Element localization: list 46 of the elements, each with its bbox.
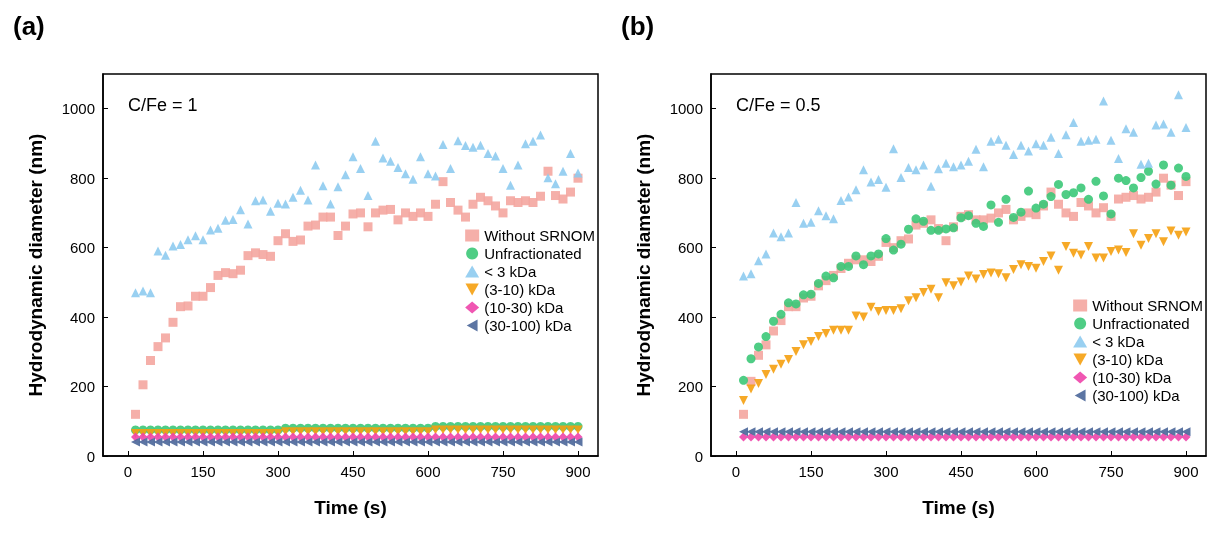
legend-label: < 3 kDa bbox=[484, 263, 537, 280]
x-tick-label: 0 bbox=[123, 463, 133, 480]
x-tick-label: 600 bbox=[1023, 463, 1049, 480]
y-tick-label: 400 bbox=[677, 308, 703, 326]
legend-label: (30-100) kDa bbox=[484, 317, 573, 334]
x-tick-label: 300 bbox=[873, 463, 899, 480]
y-axis-title: Hydrodynamic diameter (nm) bbox=[633, 133, 654, 397]
legend-label: (3-10) kDa bbox=[1092, 351, 1164, 368]
chart-title: (a) bbox=[13, 11, 45, 41]
x-tick-label: 0 bbox=[731, 463, 741, 480]
y-tick-label: 200 bbox=[69, 378, 95, 396]
x-tick-label: 750 bbox=[490, 463, 516, 480]
annotation: C/Fe = 1 bbox=[128, 95, 198, 115]
legend-label: < 3 kDa bbox=[1092, 333, 1145, 350]
chart-title: (b) bbox=[621, 11, 655, 41]
y-tick-label: 400 bbox=[69, 308, 95, 326]
legend-label: (10-30) kDa bbox=[484, 299, 564, 316]
x-tick-label: 600 bbox=[415, 463, 441, 480]
y-axis-title: Hydrodynamic diameter (nm) bbox=[25, 133, 46, 397]
x-axis-title: Time (s) bbox=[922, 497, 995, 518]
legend-label: (3-10) kDa bbox=[484, 281, 556, 298]
y-tick-label: 800 bbox=[677, 169, 703, 187]
legend-label: Without SRNOM bbox=[1092, 297, 1204, 314]
x-tick-label: 750 bbox=[1098, 463, 1124, 480]
legend-label: (30-100) kDa bbox=[1092, 387, 1181, 404]
legend-label: Without SRNOM bbox=[484, 227, 596, 244]
y-tick-label: 0 bbox=[694, 447, 703, 465]
legend-label: Unfractionated bbox=[1092, 315, 1190, 332]
x-tick-label: 450 bbox=[340, 463, 366, 480]
x-tick-label: 450 bbox=[948, 463, 974, 480]
annotation: C/Fe = 0.5 bbox=[736, 95, 821, 115]
y-tick-label: 600 bbox=[677, 239, 703, 257]
legend-label: Unfractionated bbox=[484, 245, 582, 262]
y-tick-label: 1000 bbox=[669, 100, 703, 118]
legend-label: (10-30) kDa bbox=[1092, 369, 1172, 386]
y-tick-label: 0 bbox=[86, 447, 95, 465]
y-tick-label: 200 bbox=[677, 378, 703, 396]
x-tick-label: 300 bbox=[265, 463, 291, 480]
x-axis-title: Time (s) bbox=[314, 497, 387, 518]
x-tick-label: 150 bbox=[798, 463, 824, 480]
y-tick-label: 600 bbox=[69, 239, 95, 257]
x-tick-label: 150 bbox=[190, 463, 216, 480]
y-tick-label: 1000 bbox=[61, 100, 95, 118]
x-tick-label: 900 bbox=[565, 463, 591, 480]
y-tick-label: 800 bbox=[69, 169, 95, 187]
x-tick-label: 900 bbox=[1173, 463, 1199, 480]
